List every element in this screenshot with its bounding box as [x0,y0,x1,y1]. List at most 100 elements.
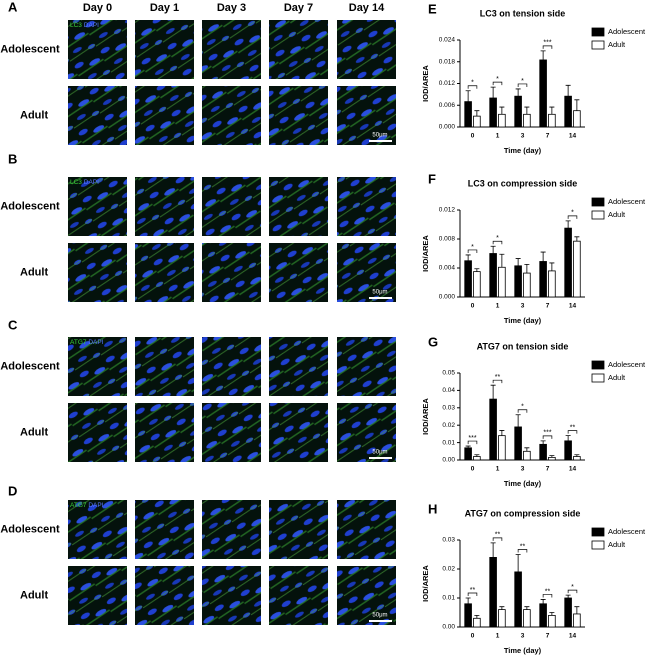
bar [548,456,556,461]
significance-label: *** [543,40,551,47]
micrograph [269,243,328,302]
micrograph [269,403,328,462]
significance-bracket [467,592,478,596]
significance-bracket [492,240,503,245]
bar [473,617,481,628]
micrograph [337,566,396,625]
significance-bracket [542,435,553,439]
error-bar [540,440,546,445]
legend-swatch [591,27,605,37]
micrograph [337,337,396,396]
x-tick-label: 7 [546,466,550,473]
bar [548,113,556,128]
bar [539,59,547,128]
x-tick-label: 3 [521,303,525,310]
error-bar [474,454,480,457]
panel-letter: F [428,171,436,186]
x-tick-label: 7 [546,133,550,140]
scale-bar-label: 50μm [372,450,387,456]
micrograph [135,20,194,79]
micrograph [269,177,328,236]
significance-label: ** [570,424,576,431]
significance-label: ** [495,374,501,381]
significance-bracket [567,589,578,594]
significance-label: * [471,80,474,87]
x-tick-label: 0 [471,633,475,640]
day-label: Day 7 [284,2,313,14]
bar [564,440,572,461]
error-bar [515,554,521,572]
y-tick-label: 0.012 [439,80,456,87]
legend-swatch [591,360,605,370]
error-bar [465,445,471,448]
group-label: Adult [20,589,48,601]
stain-counter: DAPI [84,22,99,29]
legend-label: Adult [608,540,626,549]
micrograph [68,177,127,236]
bar [514,571,522,628]
group-label: Adult [20,426,48,438]
micrograph [337,243,396,302]
error-bar [524,106,530,115]
micrograph [202,337,261,396]
micrograph [202,566,261,625]
micrograph [68,337,127,396]
micrograph [135,403,194,462]
significance-bracket [467,249,478,253]
significance-label: *** [468,435,476,442]
error-bar [465,254,471,261]
y-axis-label: IOD/AREA [421,65,430,102]
panel-letter: D [8,483,17,498]
x-tick-label: 14 [569,303,577,310]
significance-label: * [496,76,499,83]
bar [523,272,531,298]
panel-letter: G [428,334,438,349]
scale-bar-label: 50μm [372,613,387,619]
significance-bracket [517,409,528,413]
bar [498,435,506,461]
bar [489,557,497,628]
error-bar [499,253,505,268]
group-label: Adult [20,109,48,121]
error-bar [490,86,496,98]
error-bar [565,220,571,229]
error-bar [549,612,555,616]
error-bar [574,236,580,242]
group-label: Adolescent [0,200,60,212]
stain-marker: ATG7 [70,339,87,346]
y-tick-label: 0.03 [442,537,455,544]
y-tick-label: 0.000 [439,294,456,301]
micrograph [269,86,328,145]
significance-bracket [567,215,578,219]
y-tick-label: 0.03 [442,405,455,412]
micrograph [135,337,194,396]
y-tick-label: 0.01 [442,439,455,446]
bar [548,615,556,628]
bar [489,97,497,128]
micrograph [202,20,261,79]
error-bar [465,90,471,102]
significance-bracket [567,430,578,434]
micrograph [337,177,396,236]
error-bar [549,262,555,271]
bar [489,398,497,461]
legend-label: Adolescent [608,527,646,536]
error-bar [540,599,546,604]
y-tick-label: 0.006 [439,102,456,109]
error-bar [565,435,571,441]
panel-letter: C [8,317,18,332]
x-tick-label: 0 [471,133,475,140]
significance-label: * [521,78,524,85]
micrograph [135,177,194,236]
micrograph [202,86,261,145]
bar [464,101,472,128]
scale-bar-label: 50μm [372,133,387,139]
bar [573,110,581,128]
x-tick-label: 1 [496,303,500,310]
error-bar [499,106,505,115]
y-axis-label: IOD/AREA [421,235,430,272]
panel-letter: A [8,0,18,14]
micrograph [68,566,127,625]
bar [473,115,481,128]
